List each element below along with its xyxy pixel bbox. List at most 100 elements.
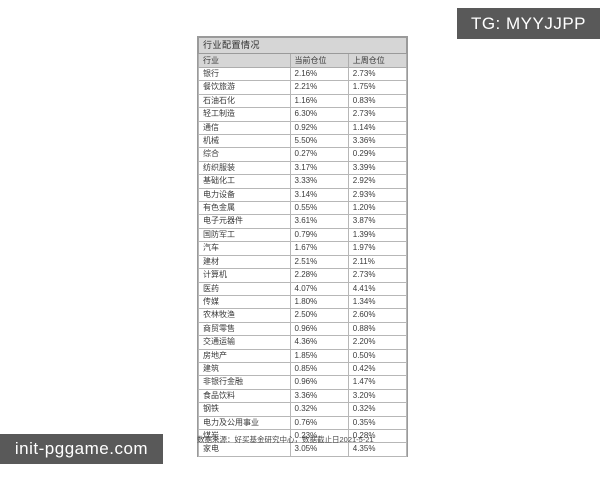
cell-previous-position: 3.87% [347,214,408,229]
table-title: 行业配置情况 [198,37,407,54]
cell-industry: 银行 [198,66,291,82]
table-row: 钢铁 0.32% 0.32% [198,402,408,417]
cell-industry: 轻工制造 [198,107,291,122]
cell-previous-position: 2.73% [347,66,408,82]
table-row: 电力设备 3.14% 2.93% [198,187,408,203]
table-row: 非银行金融 0.96% 1.47% [198,375,408,390]
table-row: 石油石化 1.16% 0.83% [198,93,408,109]
cell-industry: 通信 [198,120,291,136]
watermark-bottom-left-label: init-pggame.com [14,439,149,458]
cell-previous-position: 1.39% [347,227,408,243]
cell-industry: 传媒 [198,294,291,310]
table-row: 计算机 2.28% 2.73% [198,268,408,283]
watermark-badge-top-right: TG: MYYJJPP [457,8,600,39]
cell-industry: 纺织服装 [198,160,291,176]
table-row: 建筑 0.85% 0.42% [198,361,408,377]
table-row: 汽车 1.67% 1.97% [198,241,408,256]
cell-industry: 餐饮旅游 [198,80,291,95]
cell-industry: 石油石化 [198,93,291,109]
cell-current-position: 5.50% [289,134,349,149]
cell-industry: 综合 [198,147,291,162]
table-row: 商贸零售 0.96% 0.88% [198,321,408,337]
column-header-current-position: 当前仓位 [289,53,349,68]
table-body: 银行 2.16% 2.73% 餐饮旅游 2.21% 1.75% 石油石化 1.16% 0.83%… [198,66,408,457]
cell-industry: 家电 [198,442,291,457]
cell-current-position: 2.16% [289,66,349,82]
cell-industry: 农林牧渔 [198,308,291,323]
cell-previous-position: 0.50% [347,348,408,363]
cell-current-position: 2.28% [289,268,349,283]
cell-industry: 食品饮料 [198,388,291,404]
cell-current-position: 4.36% [289,335,349,350]
table-row: 国防军工 0.79% 1.39% [198,227,408,243]
table-row: 电子元器件 3.61% 3.87% [198,214,408,229]
cell-current-position: 0.96% [289,321,349,337]
column-header-industry: 行业 [198,53,291,68]
table-row: 通信 0.92% 1.14% [198,120,408,136]
watermark-top-right-label: TG: MYYJJPP [470,13,587,33]
cell-previous-position: 2.20% [347,335,408,350]
cell-previous-position: 2.73% [347,107,408,122]
cell-current-position: 0.92% [289,120,349,136]
watermark-badge-bottom-left: init-pggame.com [0,434,163,464]
table-row: 煤炭 0.23% 0.28% [198,428,408,444]
cell-industry: 商贸零售 [198,321,291,337]
cell-current-position: 2.50% [289,308,349,323]
table-row: 综合 0.27% 0.29% [198,147,408,162]
cell-industry: 电力设备 [198,187,291,203]
table-row: 房地产 1.85% 0.50% [198,348,408,363]
table-row: 餐饮旅游 2.21% 1.75% [198,80,408,95]
table-head: 行业配置情况 行业 当前仓位 上周仓位 [198,37,408,68]
cell-previous-position: 1.75% [347,80,408,95]
cell-previous-position: 2.73% [347,268,408,283]
table-row: 轻工制造 6.30% 2.73% [198,107,408,122]
cell-previous-position: 1.47% [347,375,408,390]
cell-current-position: 0.27% [289,147,349,162]
cell-previous-position: 0.35% [347,415,408,430]
cell-previous-position: 2.11% [347,254,408,270]
cell-industry: 汽车 [198,241,291,256]
table-row: 建材 2.51% 2.11% [198,254,408,270]
table-header-row: 行业 当前仓位 上周仓位 [198,53,408,68]
cell-current-position: 1.16% [289,93,349,109]
cell-previous-position: 0.83% [347,93,408,109]
cell-current-position: 0.79% [289,227,349,243]
cell-current-position: 3.36% [289,388,349,404]
table-title-row: 行业配置情况 [198,37,407,54]
cell-industry: 电力及公用事业 [198,415,291,430]
cell-current-position: 0.32% [289,402,349,417]
cell-industry: 电子元器件 [198,214,291,229]
table-row: 农林牧渔 2.50% 2.60% [198,308,408,323]
cell-current-position: 1.67% [289,241,349,256]
cell-previous-position: 4.41% [347,281,408,296]
cell-previous-position: 1.20% [347,201,408,216]
industry-allocation-table: 行业配置情况 行业 当前仓位 上周仓位 银行 2.16% 2.73% 餐饮旅游 2.21… [198,37,408,457]
cell-industry: 医药 [198,281,291,296]
cell-current-position: 1.80% [289,294,349,310]
cell-current-position: 4.07% [289,281,349,296]
cell-current-position: 0.85% [289,361,349,377]
cell-current-position: 3.61% [289,214,349,229]
table-row: 银行 2.16% 2.73% [198,66,408,82]
cell-previous-position: 0.32% [347,402,408,417]
column-header-previous-position: 上周仓位 [347,53,408,68]
cell-previous-position: 3.39% [347,160,408,176]
cell-industry: 机械 [198,134,291,149]
cell-industry: 有色金属 [198,201,291,216]
cell-industry: 非银行金融 [198,375,291,390]
cell-previous-position: 3.20% [347,388,408,404]
cell-current-position: 6.30% [289,107,349,122]
source-note: 数据来源：好买基金研究中心，数据截止日2021-5-21 [197,435,374,444]
cell-current-position: 3.17% [289,160,349,176]
cell-current-position: 0.55% [289,201,349,216]
cell-previous-position: 4.35% [347,442,408,457]
cell-previous-position: 2.92% [347,174,408,189]
cell-industry: 房地产 [198,348,291,363]
cell-previous-position: 2.60% [347,308,408,323]
cell-previous-position: 0.88% [347,321,408,337]
cell-previous-position: 1.14% [347,120,408,136]
table-row: 交通运输 4.36% 2.20% [198,335,408,350]
cell-current-position: 0.76% [289,415,349,430]
cell-current-position: 2.21% [289,80,349,95]
cell-industry: 建筑 [198,361,291,377]
